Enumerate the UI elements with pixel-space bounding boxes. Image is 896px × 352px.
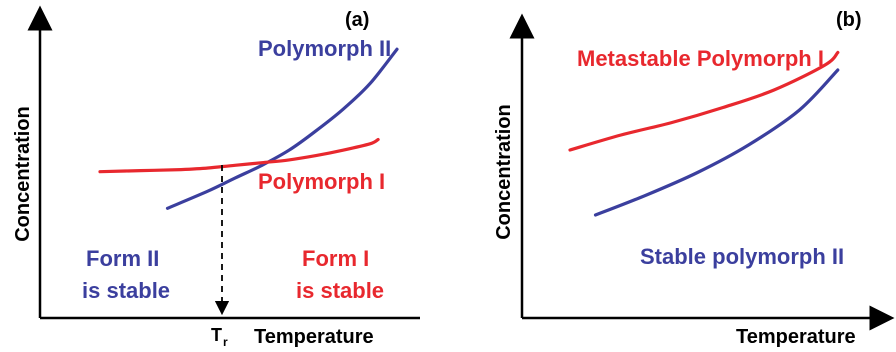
region-form-i: Form I is stable xyxy=(296,246,384,303)
region-form-i-line1: Form I xyxy=(302,246,369,271)
y-axis-label-b: Concentration xyxy=(493,104,515,240)
panel-label-b: (b) xyxy=(836,9,862,31)
series-label-polymorph-ii: Polymorph II xyxy=(258,36,391,61)
panel-b: (b) Concentration Temperature Metastable… xyxy=(493,9,882,348)
series-group-b xyxy=(570,53,838,216)
panel-label-a: (a) xyxy=(345,9,369,31)
series-label-metastable-polymorph-i: Metastable Polymorph I xyxy=(577,46,824,71)
x-tick-tr: Tr xyxy=(211,325,228,349)
x-axis-label-a: Temperature xyxy=(254,326,374,348)
x-tick-tr-sub: r xyxy=(223,335,228,349)
region-form-ii-line1: Form II xyxy=(86,246,159,271)
panel-a: (a) Concentration Temperature Tr Polymor… xyxy=(12,9,420,349)
region-form-ii-line2: is stable xyxy=(82,278,170,303)
x-axis-label-b: Temperature xyxy=(736,326,856,348)
series-label-stable-polymorph-ii: Stable polymorph II xyxy=(640,244,844,269)
y-axis-label-a: Concentration xyxy=(12,106,34,242)
series-label-polymorph-i: Polymorph I xyxy=(258,169,385,194)
x-tick-tr-main: T xyxy=(211,325,222,345)
region-form-ii: Form II is stable xyxy=(82,246,170,303)
series-line-stable-polymorph-ii xyxy=(596,70,838,215)
region-form-i-line2: is stable xyxy=(296,278,384,303)
series-line-polymorph-i xyxy=(100,140,378,172)
